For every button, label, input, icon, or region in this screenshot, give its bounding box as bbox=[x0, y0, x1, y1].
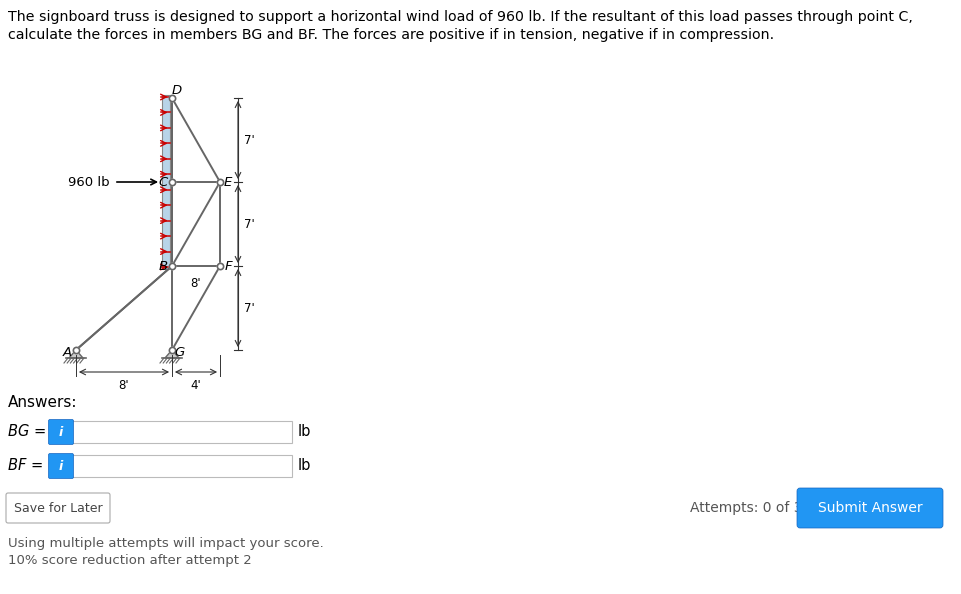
Polygon shape bbox=[165, 350, 179, 358]
Text: F: F bbox=[224, 260, 232, 273]
FancyBboxPatch shape bbox=[48, 453, 73, 479]
Text: i: i bbox=[59, 425, 63, 438]
Text: BF =: BF = bbox=[8, 457, 43, 472]
FancyBboxPatch shape bbox=[48, 419, 73, 444]
Polygon shape bbox=[69, 350, 83, 358]
Text: Submit Answer: Submit Answer bbox=[818, 501, 923, 515]
Text: A: A bbox=[62, 346, 71, 359]
Text: 960 lb: 960 lb bbox=[68, 175, 110, 188]
Text: i: i bbox=[59, 460, 63, 472]
Text: 8': 8' bbox=[190, 277, 201, 290]
Text: 7': 7' bbox=[244, 134, 255, 147]
Bar bbox=[162, 95, 170, 269]
Text: Attempts: 0 of 3 used: Attempts: 0 of 3 used bbox=[690, 501, 840, 515]
Bar bbox=[72, 421, 292, 443]
Text: 7': 7' bbox=[244, 302, 255, 314]
Bar bbox=[72, 455, 292, 477]
Text: 10% score reduction after attempt 2: 10% score reduction after attempt 2 bbox=[8, 554, 252, 567]
Text: G: G bbox=[175, 346, 185, 359]
Text: The signboard truss is designed to support a horizontal wind load of 960 lb. If : The signboard truss is designed to suppo… bbox=[8, 10, 913, 42]
Text: BG =: BG = bbox=[8, 424, 46, 438]
Text: lb: lb bbox=[298, 459, 311, 473]
Text: Answers:: Answers: bbox=[8, 395, 78, 410]
Text: lb: lb bbox=[298, 425, 311, 440]
Text: E: E bbox=[224, 175, 233, 188]
Text: C: C bbox=[159, 175, 167, 188]
Text: 8': 8' bbox=[119, 379, 130, 392]
Text: 4': 4' bbox=[190, 379, 202, 392]
Text: D: D bbox=[172, 84, 183, 96]
FancyBboxPatch shape bbox=[6, 493, 110, 523]
Text: Using multiple attempts will impact your score.: Using multiple attempts will impact your… bbox=[8, 537, 324, 550]
FancyBboxPatch shape bbox=[797, 488, 943, 528]
Text: B: B bbox=[159, 260, 167, 273]
Text: Save for Later: Save for Later bbox=[13, 501, 102, 514]
Text: 7': 7' bbox=[244, 217, 255, 230]
